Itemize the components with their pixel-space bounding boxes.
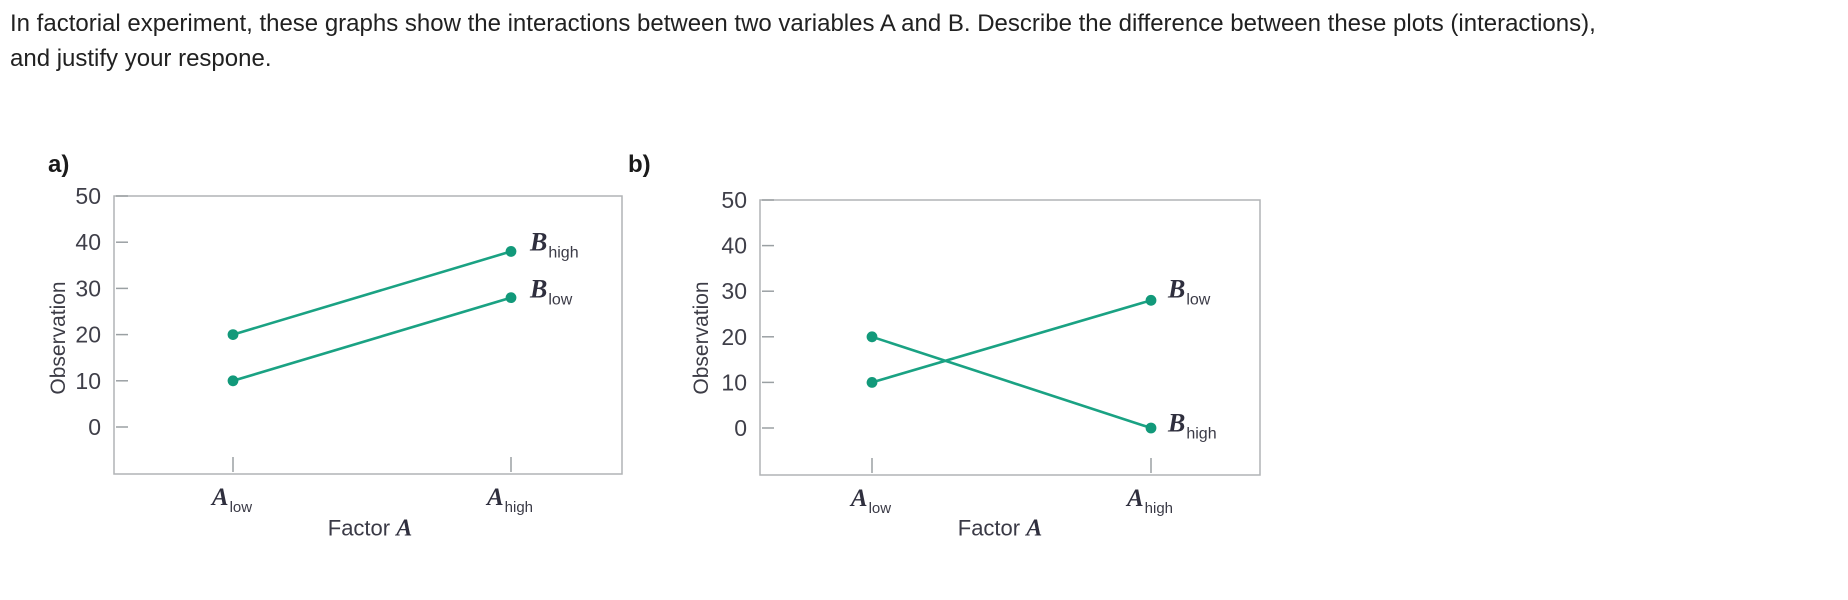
- series-label-b-bhigh: Bhigh: [1168, 409, 1217, 444]
- data-point-a-B_low: [505, 292, 517, 304]
- series-label-a-blow-base: B: [530, 274, 548, 304]
- series-label-a-blow: Blow: [530, 275, 572, 310]
- x-tick-label-b-low-base: A: [850, 485, 868, 512]
- data-point-b-B_low: [1145, 294, 1157, 306]
- data-point-b-B_high: [1145, 422, 1157, 434]
- series-label-a-blow-sub: low: [548, 291, 573, 309]
- y-tick-label-b-10: 10: [721, 369, 747, 395]
- y-tick-label-b-0: 0: [734, 415, 747, 441]
- x-axis-title-a-var: A: [396, 515, 413, 542]
- y-tick-label-b-30: 30: [721, 278, 747, 304]
- panel-label-a: a): [48, 151, 70, 178]
- x-tick-label-b-low-sub: low: [868, 500, 892, 517]
- y-tick-label-a-40: 40: [75, 229, 101, 255]
- plot-box-b: [759, 199, 1261, 476]
- x-tick-label-b-low: Alow: [851, 485, 891, 517]
- y-tick-label-a-0: 0: [88, 414, 101, 440]
- x-axis-title-b-word: Factor: [957, 515, 1021, 541]
- x-axis-title-b-var: A: [1026, 515, 1043, 542]
- data-point-a-B_low: [227, 375, 239, 387]
- y-tick-label-b-50: 50: [721, 187, 747, 213]
- x-tick-label-a-low-sub: low: [229, 499, 253, 516]
- y-axis-title-a: Observation: [47, 281, 70, 395]
- series-line-a-B_high: [232, 250, 512, 336]
- x-axis-title-a: Factor A: [328, 516, 413, 543]
- x-tick-label-a-high-base: A: [486, 484, 504, 511]
- y-tick-label-a-20: 20: [75, 322, 101, 348]
- x-tick-label-b-high-base: A: [1126, 485, 1144, 512]
- question-line-2: and justify your respone.: [10, 45, 272, 72]
- y-tick-label-a-10: 10: [75, 368, 101, 394]
- series-label-b-bhigh-sub: high: [1186, 425, 1217, 443]
- y-axis-title-b: Observation: [690, 281, 713, 395]
- data-point-a-B_high: [227, 329, 239, 340]
- y-tick-label-b-40: 40: [721, 233, 747, 259]
- plot-box-a: [113, 195, 623, 475]
- x-tick-label-a-high-sub: high: [504, 499, 534, 516]
- y-tick-label-a-30: 30: [75, 275, 101, 301]
- y-tick-label-a-50: 50: [75, 183, 101, 209]
- x-tick-label-a-high: Ahigh: [487, 484, 533, 516]
- series-label-b-bhigh-base: B: [1168, 408, 1186, 438]
- series-label-b-blow-sub: low: [1186, 291, 1211, 309]
- series-line-a-B_low: [232, 296, 512, 383]
- x-tick-label-b-high: Ahigh: [1127, 485, 1173, 517]
- x-tick-label-a-low: Alow: [212, 484, 252, 516]
- data-point-b-B_low: [866, 377, 878, 388]
- panel-label-b: b): [628, 151, 651, 178]
- series-line-b-B_high: [871, 335, 1152, 430]
- series-label-a-bhigh-sub: high: [548, 244, 579, 262]
- x-tick-label-a-low-base: A: [211, 484, 229, 511]
- question-line-1: In factorial experiment, these graphs sh…: [10, 10, 1596, 37]
- series-label-a-bhigh: Bhigh: [530, 228, 579, 263]
- data-point-b-B_high: [866, 331, 878, 343]
- x-axis-title-a-word: Factor: [327, 515, 391, 541]
- x-tick-label-b-high-sub: high: [1144, 500, 1174, 517]
- data-point-a-B_high: [505, 246, 517, 257]
- question-text: In factorial experiment, these graphs sh…: [10, 6, 1846, 76]
- series-label-a-bhigh-base: B: [530, 227, 548, 257]
- series-line-b-B_low: [871, 299, 1152, 384]
- x-axis-title-b: Factor A: [958, 516, 1043, 543]
- series-label-b-blow: Blow: [1168, 275, 1210, 310]
- series-label-b-blow-base: B: [1168, 274, 1186, 304]
- y-tick-label-b-20: 20: [721, 324, 747, 350]
